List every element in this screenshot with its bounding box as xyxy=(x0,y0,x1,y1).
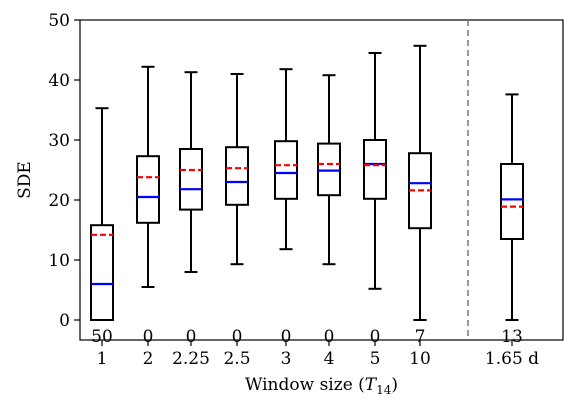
box-iqr xyxy=(179,148,203,211)
y-tick-label: 40 xyxy=(48,71,70,91)
x-tick-label: 2.5 xyxy=(223,349,250,369)
x-tick-label: 1.65 d xyxy=(485,349,539,369)
x-tick-label: 2 xyxy=(143,349,154,369)
count-label: 0 xyxy=(370,327,381,347)
y-tick-label: 0 xyxy=(59,311,70,331)
x-tick-label: 5 xyxy=(370,349,381,369)
plot-area: 010203040505010202.2502.5030405710131.65… xyxy=(48,11,564,369)
count-label: 0 xyxy=(186,327,197,347)
count-label: 0 xyxy=(143,327,154,347)
box-iqr xyxy=(274,140,298,200)
box-iqr xyxy=(225,146,249,206)
x-tick-label: 1 xyxy=(97,349,108,369)
box-iqr xyxy=(136,155,160,224)
count-label: 50 xyxy=(91,327,113,347)
box-iqr xyxy=(90,224,114,321)
count-label: 0 xyxy=(324,327,335,347)
count-label: 7 xyxy=(415,327,426,347)
count-label: 0 xyxy=(232,327,243,347)
y-tick-label: 10 xyxy=(48,251,70,271)
x-tick-label: 10 xyxy=(409,349,431,369)
count-label: 0 xyxy=(281,327,292,347)
box-iqr xyxy=(363,139,387,200)
plot-frame xyxy=(79,19,564,341)
y-axis-label: SDE xyxy=(15,161,35,199)
box-iqr xyxy=(317,142,341,197)
count-label: 13 xyxy=(501,327,523,347)
x-tick-label: 2.25 xyxy=(172,349,210,369)
x-axis-label: Window size (T14) xyxy=(245,375,398,397)
x-tick-label: 4 xyxy=(324,349,335,369)
x-tick-label: 3 xyxy=(281,349,292,369)
y-tick-label: 50 xyxy=(48,11,70,31)
box-iqr xyxy=(500,163,524,240)
y-tick-label: 30 xyxy=(48,131,70,151)
y-tick-label: 20 xyxy=(48,191,70,211)
